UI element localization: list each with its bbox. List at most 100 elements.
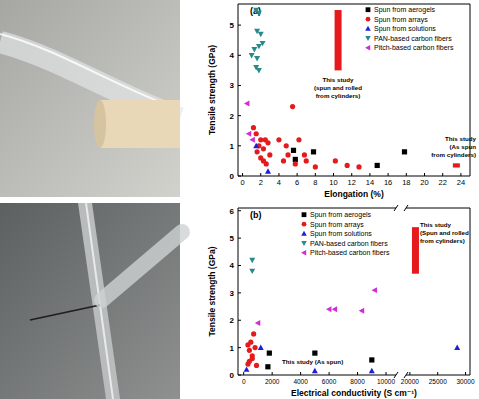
point (251, 331, 256, 336)
series (255, 287, 377, 326)
point (254, 56, 260, 61)
point (267, 350, 272, 355)
legend-marker (365, 36, 371, 41)
point (249, 53, 255, 58)
chart: 024681012141618202224012345Elongation (%… (207, 4, 477, 199)
annotation: from cylinders) (431, 151, 476, 158)
x-tick (357, 372, 358, 375)
y-tick (238, 375, 241, 376)
point (246, 131, 251, 137)
x-tick (278, 173, 279, 176)
y-tick-label: 6 (230, 207, 235, 216)
x-tick (437, 372, 438, 375)
x-tick-label: 30000 (457, 378, 475, 385)
point (284, 143, 289, 148)
x-tick-label: 24 (457, 178, 465, 187)
point (260, 41, 266, 46)
legend-marker (301, 250, 306, 256)
point (276, 137, 281, 142)
legend-marker (365, 26, 371, 31)
point (245, 342, 250, 347)
y-tick (238, 55, 241, 56)
point (333, 158, 338, 163)
y-tick-label: 1 (230, 142, 235, 151)
photo-bottom (0, 203, 182, 399)
x-tick-label: 6 (295, 178, 299, 187)
x-tick (243, 372, 244, 375)
point (250, 356, 255, 361)
y-tick (238, 292, 241, 293)
point (402, 149, 407, 154)
point (369, 357, 374, 362)
x-tick-label: 20 (420, 178, 428, 187)
x-tick-label: 10 (329, 178, 337, 187)
annotation: This study (323, 76, 354, 83)
axis-line (238, 208, 239, 375)
x-tick-label: 0 (242, 378, 246, 385)
point (251, 47, 257, 52)
point (251, 125, 256, 130)
fiber (30, 305, 100, 320)
y-tick (238, 347, 241, 348)
x-tick-label: 14 (366, 178, 374, 187)
point (265, 364, 270, 369)
annotation: from cylinders) (316, 92, 361, 99)
legend-label: Spun from arrays (310, 221, 364, 229)
x-tick (442, 173, 443, 176)
x-tick-label: 4000 (293, 378, 308, 385)
point (304, 158, 309, 163)
x-tick-label: 2000 (265, 378, 280, 385)
annotation: (spun and rolled (314, 84, 362, 91)
y-tick-label: 4 (230, 261, 235, 270)
y-tick-label: 4 (230, 51, 235, 60)
legend-marker (366, 7, 371, 12)
point (290, 104, 295, 109)
y-tick (238, 145, 241, 146)
y-tick (238, 238, 241, 239)
point (265, 168, 271, 173)
point (291, 148, 296, 153)
y-axis-title: Tensile strength (GPa) (207, 246, 217, 336)
point (359, 308, 364, 314)
point (258, 137, 263, 142)
point (293, 161, 298, 166)
x-tick-label: 20000 (401, 378, 419, 385)
x-tick (297, 173, 298, 176)
axis-break (394, 205, 398, 211)
point (249, 269, 255, 274)
point (265, 140, 270, 145)
point (244, 101, 249, 107)
x-tick (460, 173, 461, 176)
series (244, 345, 461, 374)
annotation: This study (As spun) (282, 358, 343, 365)
legend-label: PAN-based carbon fibers (310, 240, 388, 247)
x-tick (242, 173, 243, 176)
y-tick-label: 2 (230, 112, 235, 121)
point (267, 152, 272, 157)
x-tick-label: 8000 (350, 378, 365, 385)
series (245, 331, 259, 368)
range-bar (412, 227, 419, 274)
legend-label: Spun from arrays (374, 16, 428, 24)
series (251, 104, 362, 170)
x-tick-label: 22 (439, 178, 447, 187)
point (312, 350, 317, 355)
point (261, 146, 266, 151)
series (244, 101, 255, 143)
glass-rod (102, 232, 182, 300)
x-tick (315, 173, 316, 176)
point (296, 137, 301, 142)
series (253, 143, 271, 174)
legend-label: Spun from solutions (310, 230, 372, 238)
point (252, 345, 257, 350)
range-bar (335, 10, 342, 70)
figure: 024681012141618202224012345Elongation (%… (0, 0, 479, 399)
point (256, 44, 262, 49)
point (369, 368, 375, 373)
annotation: (As spun (450, 143, 477, 150)
point (264, 161, 269, 166)
x-tick (333, 173, 334, 176)
y-tick-label: 5 (230, 234, 235, 243)
point (256, 68, 262, 73)
x-tick (272, 372, 273, 375)
